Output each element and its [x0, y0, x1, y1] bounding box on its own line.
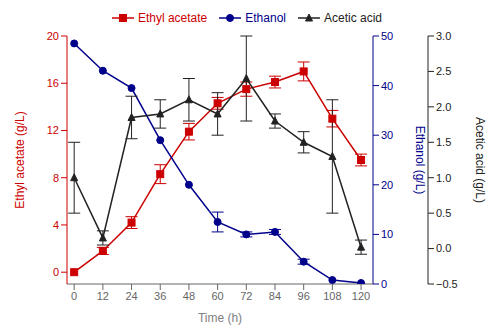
svg-text:3.0: 3.0 [436, 30, 451, 42]
html-text:Ethyl acetate: Ethyl acetate [137, 11, 208, 25]
svg-text:0.5: 0.5 [436, 207, 451, 219]
svg-text:20: 20 [381, 179, 393, 191]
svg-text:108: 108 [323, 290, 341, 302]
svg-text:10: 10 [381, 228, 393, 240]
svg-text:−0.5: −0.5 [436, 278, 458, 290]
svg-text:20: 20 [47, 30, 59, 42]
svg-text:4: 4 [53, 219, 59, 231]
svg-text:12: 12 [47, 124, 59, 136]
html-text:Acetic acid: Acetic acid [324, 11, 382, 25]
svg-text:0: 0 [381, 278, 387, 290]
svg-text:0: 0 [71, 290, 77, 302]
svg-text:24: 24 [125, 290, 137, 302]
svg-text:16: 16 [47, 77, 59, 89]
svg-text:40: 40 [381, 80, 393, 92]
svg-text:2.5: 2.5 [436, 65, 451, 77]
svg-text:60: 60 [211, 290, 223, 302]
svg-text:Ethanol (g/L): Ethanol (g/L) [413, 126, 427, 195]
svg-text:Time (h): Time (h) [198, 311, 242, 325]
svg-text:48: 48 [183, 290, 195, 302]
svg-text:12: 12 [97, 290, 109, 302]
svg-text:0.0: 0.0 [436, 242, 451, 254]
svg-text:96: 96 [298, 290, 310, 302]
svg-text:Ethyl acetate (g/L): Ethyl acetate (g/L) [13, 111, 27, 208]
svg-text:72: 72 [240, 290, 252, 302]
svg-text:84: 84 [269, 290, 281, 302]
svg-text:1.5: 1.5 [436, 136, 451, 148]
svg-text:Acetic acid (g/L): Acetic acid (g/L) [473, 117, 487, 203]
html-text:Ethanol: Ethanol [245, 11, 286, 25]
svg-text:0: 0 [53, 266, 59, 278]
svg-text:50: 50 [381, 30, 393, 42]
svg-text:36: 36 [154, 290, 166, 302]
svg-text:2.0: 2.0 [436, 101, 451, 113]
svg-text:30: 30 [381, 129, 393, 141]
svg-text:8: 8 [53, 172, 59, 184]
svg-text:1.0: 1.0 [436, 172, 451, 184]
svg-text:120: 120 [352, 290, 370, 302]
